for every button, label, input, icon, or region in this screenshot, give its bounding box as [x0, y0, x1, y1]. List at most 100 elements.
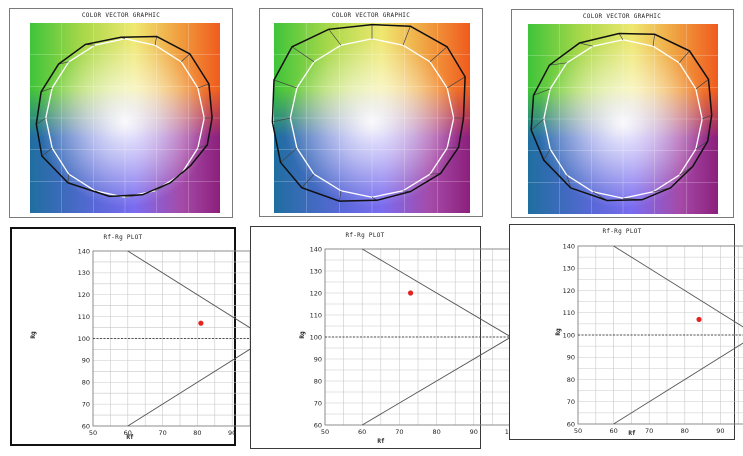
color-vector-chart-2: COLOR VECTOR GRAPHIC — [271, 12, 470, 213]
hue-vector — [154, 36, 158, 46]
rf-rg-panel-3: Rf-Rg PLOT Rf Rg 50607080901006070809010… — [509, 224, 743, 440]
x-tick-label: 90 — [228, 429, 236, 437]
hue-vector — [652, 34, 656, 47]
y-tick-label: 140 — [563, 242, 575, 250]
y-tick-label: 60 — [314, 421, 322, 429]
hue-vector — [543, 148, 551, 161]
color-vector-chart-1: COLOR VECTOR GRAPHIC — [30, 12, 220, 213]
y-tick-label: 140 — [310, 245, 322, 253]
hue-vector — [328, 29, 342, 46]
y-tick-label: 80 — [567, 376, 575, 384]
y-tick-label: 130 — [310, 267, 322, 275]
hue-vector — [429, 46, 448, 63]
y-axis-label: Rg — [299, 331, 306, 339]
test-polygon — [530, 32, 713, 202]
y-tick-label: 100 — [310, 333, 322, 341]
rf-rg-chart-2: Rf-Rg PLOT Rf Rg 50607080901006070809010… — [299, 232, 517, 445]
test-polygon — [35, 35, 213, 198]
hue-vector — [446, 76, 466, 89]
y-tick-label: 100 — [563, 331, 575, 339]
hue-vector — [566, 175, 572, 188]
chart-title: COLOR VECTOR GRAPHIC — [583, 13, 661, 20]
y-tick-label: 70 — [82, 400, 90, 408]
y-tick-label: 140 — [78, 247, 90, 255]
x-tick-label: 70 — [158, 429, 166, 437]
grid — [528, 24, 718, 214]
y-tick-label: 60 — [82, 422, 90, 430]
x-tick-label: 90 — [470, 428, 478, 436]
y-tick-label: 110 — [78, 313, 90, 321]
hue-vector — [678, 50, 690, 64]
y-tick-label: 90 — [567, 354, 575, 362]
y-tick-label: 100 — [78, 335, 90, 343]
x-tick-label: 50 — [574, 427, 582, 435]
y-tick-label: 90 — [314, 355, 322, 363]
hue-vector — [338, 190, 342, 202]
x-axis-label: Rf — [377, 438, 385, 445]
chart-title: COLOR VECTOR GRAPHIC — [332, 12, 410, 19]
rf-rg-panel-1: Rf-Rg PLOT Rf Rg 50607080901006070809010… — [10, 227, 273, 446]
hue-vector — [67, 174, 70, 183]
hue-vector — [197, 144, 208, 149]
hue-vector — [447, 146, 459, 149]
hue-vector — [40, 87, 53, 93]
rf-rg-chart-1: Rf-Rg PLOT Rf Rg 50607080901006070809010… — [30, 234, 273, 441]
test-polygon — [271, 23, 466, 202]
data-point — [696, 316, 702, 323]
color-background — [274, 23, 470, 213]
hue-vector — [280, 147, 298, 163]
hue-vector — [197, 83, 210, 89]
hue-vector — [402, 26, 411, 46]
hue-vector — [549, 62, 567, 66]
y-tick-label: 120 — [310, 289, 322, 297]
chart-title: Rf-Rg PLOT — [345, 232, 384, 239]
color-background — [30, 23, 220, 213]
x-tick-label: 50 — [89, 429, 97, 437]
y-tick-label: 80 — [82, 379, 90, 387]
x-tick-label: 60 — [609, 427, 617, 435]
data-point — [198, 320, 204, 326]
chart-title: COLOR VECTOR GRAPHIC — [82, 12, 160, 19]
x-tick-label: 50 — [321, 428, 329, 436]
color-vector-panel-1: COLOR VECTOR GRAPHIC — [9, 8, 233, 218]
chart-title: Rf-Rg PLOT — [602, 228, 641, 235]
y-tick-label: 120 — [563, 287, 575, 295]
y-tick-label: 70 — [567, 398, 575, 406]
rf-rg-panel-2: Rf-Rg PLOT Rf Rg 50607080901006070809010… — [250, 226, 517, 449]
hue-vector — [695, 79, 709, 90]
y-tick-label: 130 — [78, 269, 90, 277]
hue-vector — [533, 88, 551, 96]
hue-vector — [273, 79, 297, 89]
y-tick-label: 110 — [310, 311, 322, 319]
x-tick-label: 70 — [395, 428, 403, 436]
x-tick-label: 70 — [645, 427, 653, 435]
hue-vector — [579, 42, 593, 47]
x-tick-label: 80 — [681, 427, 689, 435]
hue-vector — [272, 117, 291, 123]
color-background — [528, 24, 718, 214]
boundary-line — [613, 245, 743, 425]
hue-vector — [695, 140, 708, 150]
color-vector-panel-3: COLOR VECTOR GRAPHIC — [511, 9, 734, 218]
hue-vector — [301, 173, 315, 188]
y-axis-label: Rg — [30, 331, 37, 339]
x-tick-label: 80 — [432, 428, 440, 436]
x-axis-label: Rf — [126, 434, 134, 441]
hue-vector — [618, 33, 624, 41]
grid — [274, 23, 470, 213]
hue-vector — [429, 173, 441, 175]
x-tick-label: 90 — [716, 427, 724, 435]
y-tick-label: 70 — [314, 399, 322, 407]
x-tick-label: 60 — [124, 429, 132, 437]
hue-vector — [36, 117, 47, 125]
x-tick-label: 60 — [358, 428, 366, 436]
color-vector-panel-2: COLOR VECTOR GRAPHIC — [259, 8, 483, 217]
x-tick-label: 80 — [193, 429, 201, 437]
y-tick-label: 60 — [567, 420, 575, 428]
y-tick-label: 110 — [563, 309, 575, 317]
hue-vector — [702, 114, 712, 120]
color-vector-chart-3: COLOR VECTOR GRAPHIC — [528, 13, 718, 214]
hue-vector — [180, 53, 191, 63]
x-axis-label: Rf — [628, 430, 636, 437]
hue-vector — [530, 118, 545, 131]
